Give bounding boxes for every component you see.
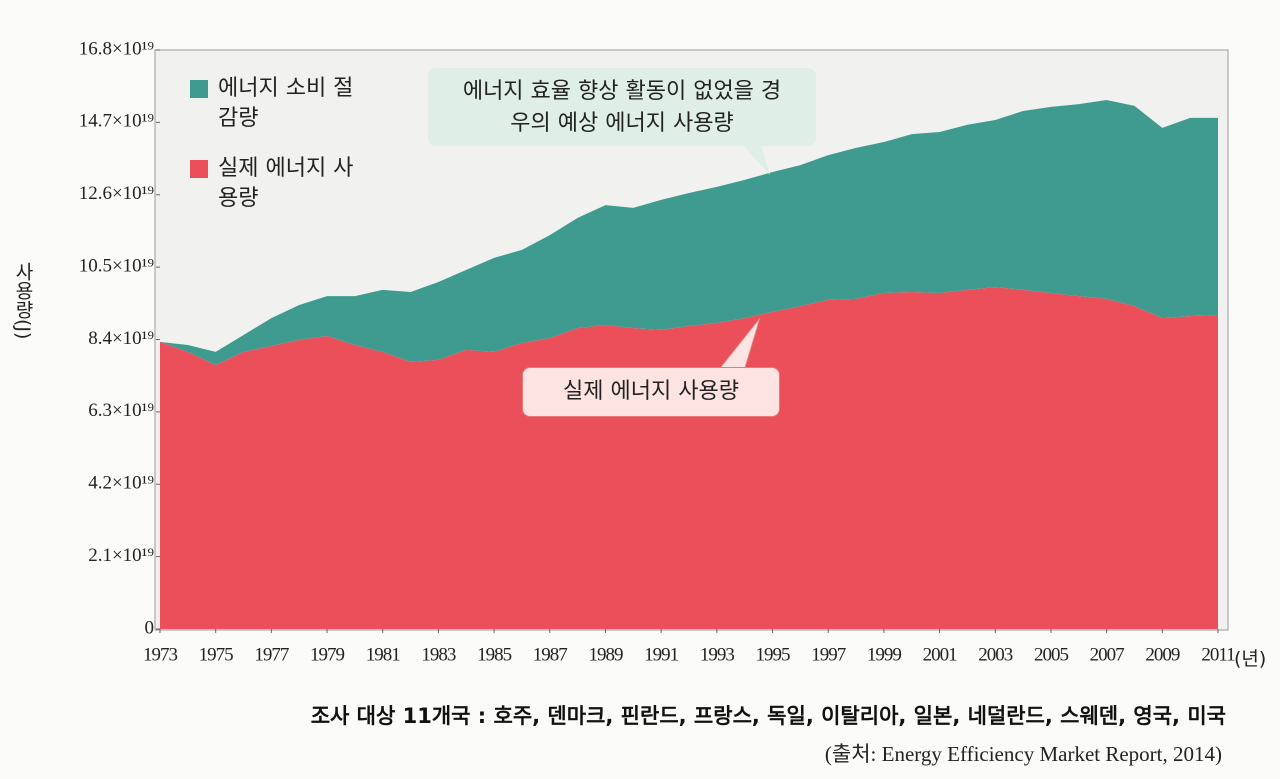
x-tick-label: 2001 — [923, 644, 958, 665]
y-tick-label: 12.6×10¹⁹ — [79, 183, 155, 204]
legend-swatch — [190, 80, 208, 98]
legend-label: 실제 에너지 사용량 — [218, 156, 354, 211]
x-tick-label: 1999 — [867, 644, 902, 665]
area — [160, 99, 1218, 366]
legend-swatch — [190, 160, 208, 178]
x-tick-label: 1981 — [366, 644, 401, 665]
y-tick-label: 8.4×10¹⁹ — [88, 328, 154, 349]
x-tick-label: 1991 — [644, 644, 679, 665]
x-tick-label: 2009 — [1145, 644, 1180, 665]
x-tick-label: 2007 — [1090, 644, 1125, 665]
callout: 에너지 효율 향상 활동이 없었을 경우의 예상 에너지 사용량 — [428, 68, 816, 146]
y-tick-label: 2.1×10¹⁹ — [88, 545, 154, 566]
legend-item: 실제 에너지 사용량 — [190, 154, 370, 214]
legend-item: 에너지 소비 절감량 — [190, 74, 370, 134]
y-tick-label: 6.3×10¹⁹ — [88, 400, 154, 421]
y-axis-label: 사용량(J) — [12, 262, 34, 340]
x-tick-label: 1983 — [421, 644, 456, 665]
y-tick-label: 4.2×10¹⁹ — [88, 473, 154, 494]
x-tick-label: 1977 — [254, 644, 289, 665]
note: 조사 대상 11개국 : 호주, 덴마크, 핀란드, 프랑스, 독일, 이탈리아… — [310, 704, 1226, 728]
x-tick-label: 1993 — [700, 644, 735, 665]
x-tick-label: 1975 — [199, 644, 234, 665]
x-tick-label: 1995 — [756, 644, 791, 665]
x-tick-label: 1979 — [310, 644, 345, 665]
callout: 실제 에너지 사용량 — [522, 367, 780, 417]
x-tick-label: 2003 — [978, 644, 1013, 665]
x-tick-label: 1987 — [533, 644, 568, 665]
y-tick-label: 0 — [145, 617, 155, 638]
legend-label: 에너지 소비 절감량 — [218, 76, 354, 131]
source: (출처: Energy Efficiency Market Report, 20… — [824, 742, 1222, 766]
x-tick-label: 2005 — [1034, 644, 1069, 665]
y-tick-label: 10.5×10¹⁹ — [79, 255, 155, 276]
x-tick-label: 1989 — [588, 644, 623, 665]
x-tick-label: 1997 — [811, 644, 846, 665]
x-tick-label: 2011 — [1201, 644, 1235, 665]
y-tick-label: 14.7×10¹⁹ — [79, 111, 155, 132]
x-unit: (년) — [1234, 648, 1267, 670]
area — [160, 287, 1218, 629]
x-tick-label: 1973 — [143, 644, 178, 665]
callout-pointer — [740, 142, 770, 175]
y-tick-label: 16.8×10¹⁹ — [79, 38, 155, 59]
x-tick-label: 1985 — [477, 644, 512, 665]
